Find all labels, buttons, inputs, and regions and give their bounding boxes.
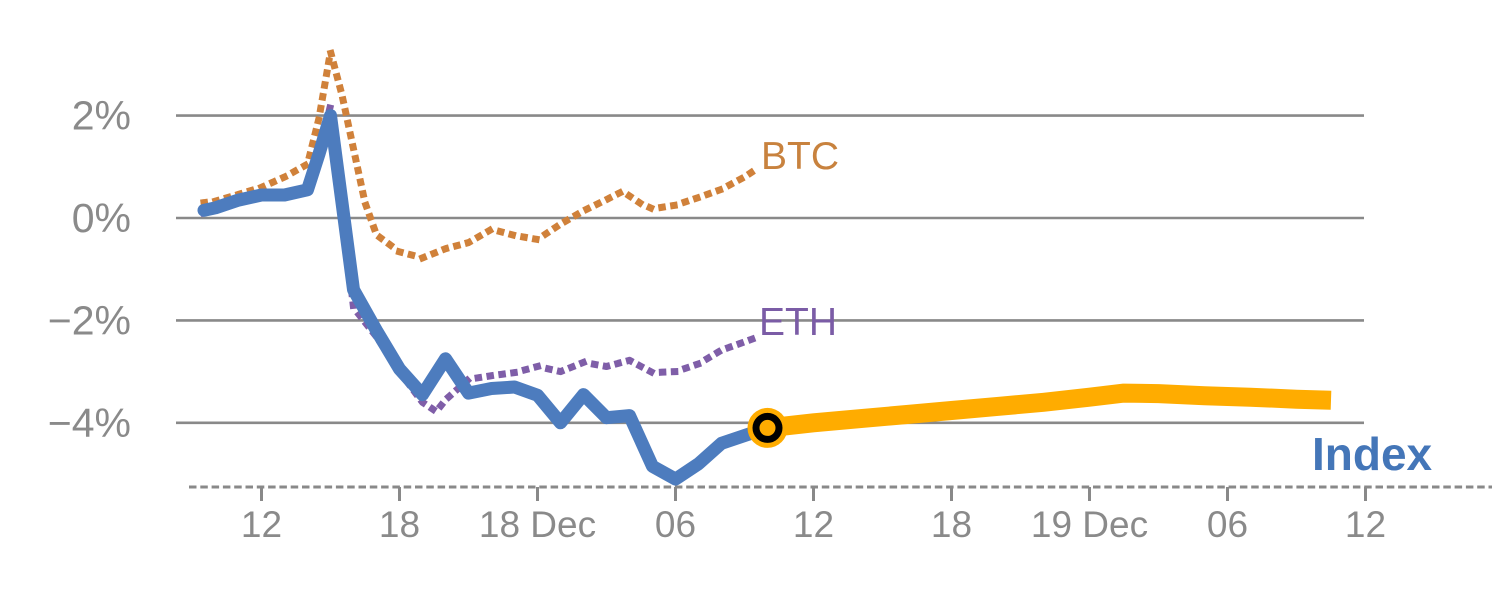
index-series-label: Index [1312, 428, 1433, 480]
btc-series-label: BTC [761, 135, 839, 178]
index-series-line [197, 109, 774, 486]
x-tick-label: 06 [1207, 504, 1248, 545]
x-tick-label: 12 [1345, 504, 1386, 545]
eth-series-line [199, 101, 763, 415]
y-tick-label: −4% [48, 400, 131, 446]
eth-series-label: ETH [759, 301, 837, 344]
x-tick-label: 18 [379, 504, 420, 545]
index-continuation-series-line [766, 383, 1332, 438]
x-tick-label: 12 [793, 504, 834, 545]
x-tick-label: 18 [931, 504, 972, 545]
y-tick-label: −2% [48, 297, 131, 343]
x-tick-label: 12 [241, 504, 282, 545]
y-tick-label: 2% [72, 93, 131, 139]
x-tick-label: 06 [655, 504, 696, 545]
transition-marker-ring [752, 412, 783, 443]
x-tick-label: 19 Dec [1031, 504, 1148, 545]
y-tick-label: 0% [72, 195, 131, 241]
btc-series-line [200, 48, 764, 262]
x-tick-label: 18 Dec [479, 504, 596, 545]
